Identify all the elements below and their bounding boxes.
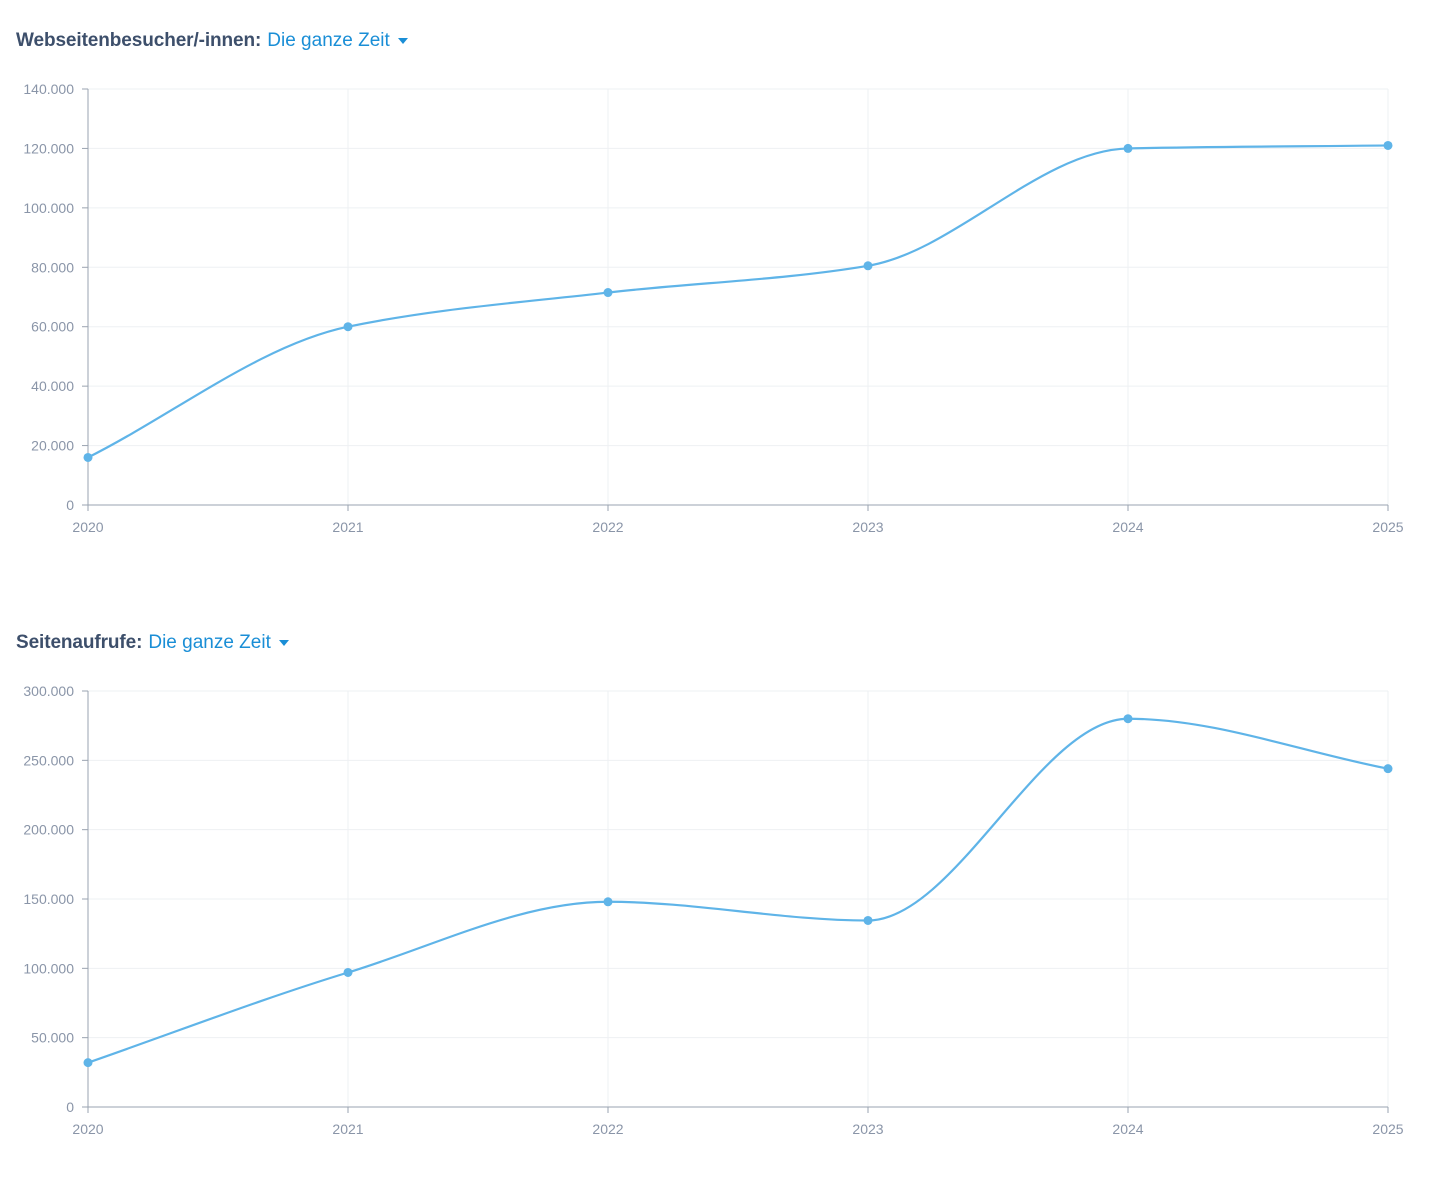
pageviews-y-tick-label: 300.000 — [23, 683, 74, 699]
pageviews-x-tick-label: 2024 — [1112, 1121, 1143, 1137]
visitors-y-tick-label: 40.000 — [31, 378, 74, 394]
visitors-x-tick-label: 2022 — [592, 519, 623, 535]
visitors-chart-header: Webseitenbesucher/-innen: Die ganze Zeit — [16, 30, 408, 52]
pageviews-y-tick-label: 150.000 — [23, 891, 74, 907]
pageviews-data-point — [603, 897, 613, 907]
visitors-x-tick-label: 2020 — [72, 519, 103, 535]
visitors-x-tick-label: 2023 — [852, 519, 883, 535]
pageviews-y-tick-label: 100.000 — [23, 960, 74, 976]
visitors-y-tick-label: 60.000 — [31, 319, 74, 335]
visitors-x-tick-label: 2024 — [1112, 519, 1143, 535]
pageviews-data-point — [343, 967, 353, 977]
visitors-data-point — [603, 288, 613, 298]
caret-down-icon — [397, 38, 408, 44]
pageviews-data-point — [1123, 714, 1133, 724]
pageviews-x-tick-label: 2023 — [852, 1121, 883, 1137]
visitors-data-point — [343, 322, 353, 332]
visitors-range-label: Die ganze Zeit — [267, 30, 390, 51]
pageviews-data-point — [1383, 764, 1393, 774]
pageviews-y-tick-label: 0 — [66, 1099, 74, 1115]
pageviews-range-label: Die ganze Zeit — [148, 632, 271, 653]
visitors-y-tick-label: 80.000 — [31, 259, 74, 275]
pageviews-data-point — [83, 1058, 93, 1068]
pageviews-x-tick-label: 2021 — [332, 1121, 363, 1137]
pageviews-data-point — [863, 915, 873, 925]
caret-down-icon — [278, 640, 289, 646]
pageviews-y-tick-label: 50.000 — [31, 1030, 74, 1046]
visitors-y-tick-label: 120.000 — [23, 140, 74, 156]
visitors-y-tick-label: 100.000 — [23, 200, 74, 216]
visitors-chart-title: Webseitenbesucher/-innen: — [16, 30, 262, 51]
visitors-y-tick-label: 140.000 — [23, 81, 74, 97]
pageviews-x-tick-label: 2025 — [1372, 1121, 1403, 1137]
visitors-range-dropdown[interactable]: Die ganze Zeit — [267, 30, 408, 52]
pageviews-chart-header: Seitenaufrufe: Die ganze Zeit — [16, 632, 289, 654]
pageviews-range-dropdown[interactable]: Die ganze Zeit — [148, 632, 289, 654]
pageviews-chart-title: Seitenaufrufe: — [16, 632, 143, 653]
visitors-x-tick-label: 2021 — [332, 519, 363, 535]
visitors-data-point — [1123, 143, 1133, 153]
visitors-series-line — [86, 144, 1390, 459]
visitors-y-tick-label: 0 — [66, 497, 74, 513]
pageviews-y-tick-label: 200.000 — [23, 822, 74, 838]
visitors-line-chart: 0 20.000 40.000 60.000 80.000 100.000 120.000 1… — [23, 81, 1403, 535]
visitors-data-point — [1383, 140, 1393, 150]
visitors-data-point — [863, 261, 873, 271]
pageviews-y-tick-label: 250.000 — [23, 752, 74, 768]
pageviews-x-tick-label: 2022 — [592, 1121, 623, 1137]
visitors-x-tick-label: 2025 — [1372, 519, 1403, 535]
visitors-y-tick-label: 20.000 — [31, 438, 74, 454]
pageviews-x-tick-label: 2020 — [72, 1121, 103, 1137]
pageviews-series-line — [86, 717, 1390, 1064]
visitors-data-point — [83, 452, 93, 462]
